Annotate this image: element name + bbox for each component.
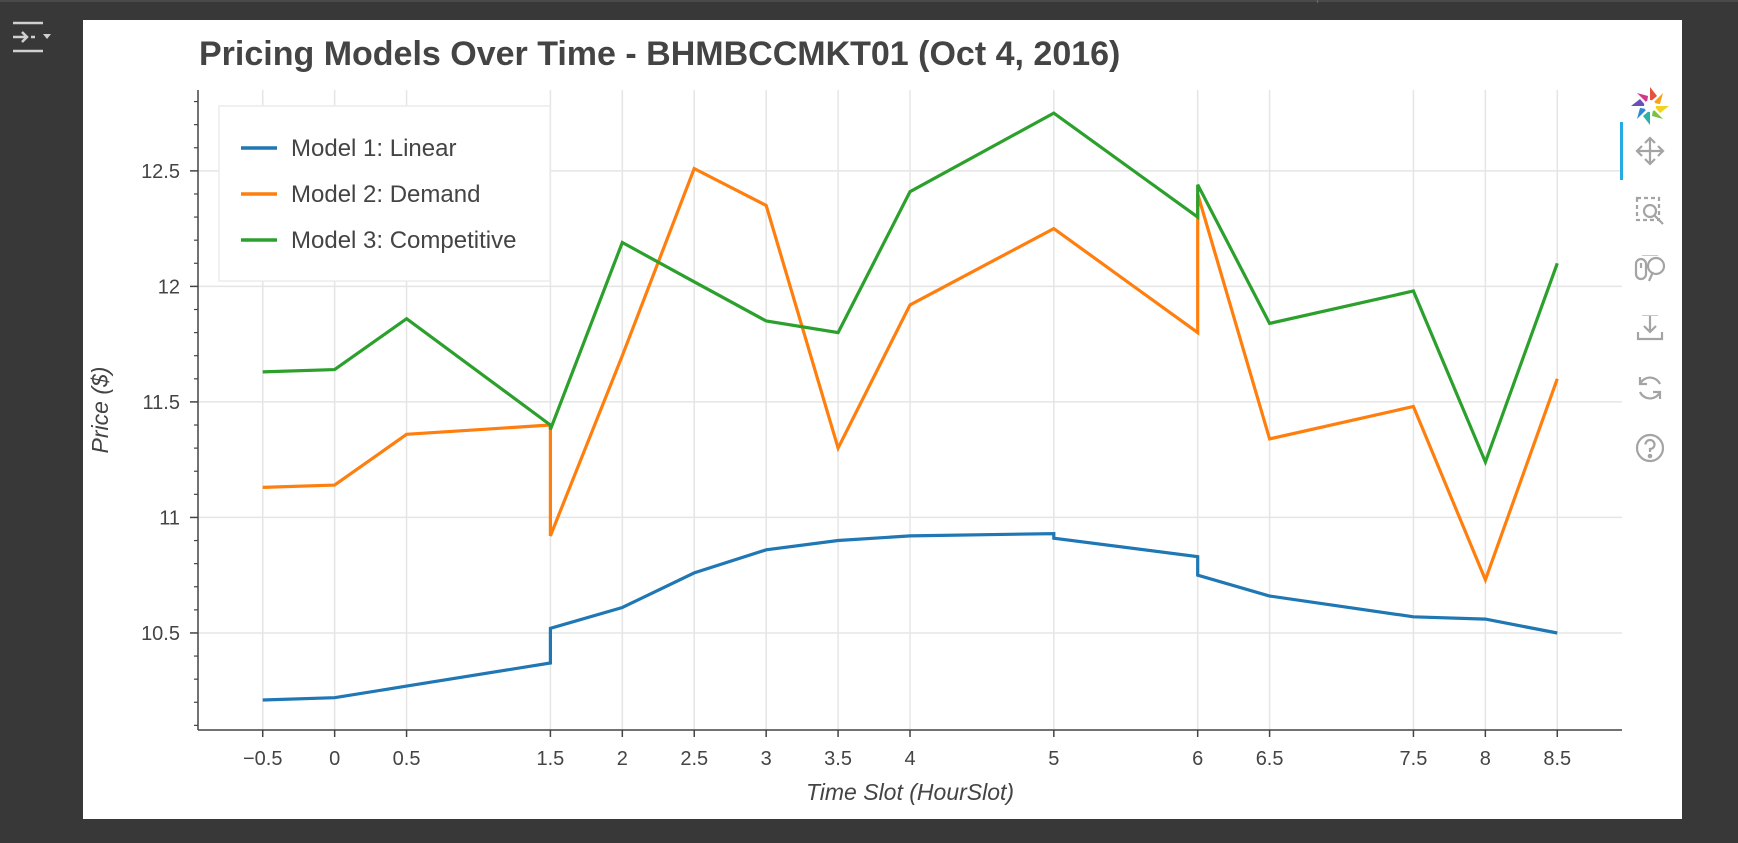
x-tick-label: 5 [1048, 748, 1059, 770]
x-tick-label: 4 [904, 748, 915, 770]
x-tick-label: −0.5 [243, 748, 282, 770]
series-line-linear[interactable] [262, 531, 1558, 702]
x-tick-label: 6 [1192, 748, 1203, 770]
y-tick-label: 12.5 [141, 161, 180, 183]
x-tick-label: 3 [761, 748, 772, 770]
x-tick-label: 2.5 [680, 748, 708, 770]
save-icon[interactable] [1622, 304, 1678, 352]
chart-toolbar [1620, 82, 1680, 502]
toolbar-separator [1642, 255, 1658, 256]
x-tick-label: 0 [329, 748, 340, 770]
collapse-panel-icon[interactable] [10, 20, 54, 54]
line-chart[interactable]: Pricing Models Over Time - BHMBCCMKT01 (… [83, 20, 1682, 819]
x-tick-label: 3.5 [824, 748, 852, 770]
series-line-demand[interactable] [262, 166, 1559, 585]
legend-item-linear[interactable]: Model 1: Linear [291, 135, 456, 162]
y-tick-label: 11 [159, 507, 180, 529]
x-tick-label: 8 [1480, 748, 1491, 770]
chart-title: Pricing Models Over Time - BHMBCCMKT01 (… [199, 35, 1120, 73]
x-tick-label: 7.5 [1400, 748, 1428, 770]
chart-card: Pricing Models Over Time - BHMBCCMKT01 (… [83, 20, 1682, 819]
box-zoom-icon[interactable] [1622, 187, 1678, 235]
y-tick-label: 11.5 [143, 392, 180, 414]
y-axis-title: Price ($) [87, 367, 113, 454]
legend-item-competitive[interactable]: Model 3: Competitive [291, 227, 516, 254]
x-tick-label: 6.5 [1256, 748, 1284, 770]
legend-item-demand[interactable]: Model 2: Demand [291, 181, 480, 208]
x-tick-label: 2 [617, 748, 628, 770]
x-axis-title: Time Slot (HourSlot) [806, 779, 1014, 805]
axes: −0.5 0 0.5 1.5 2 2.5 3 3.5 4 5 6 6.5 7.5 8 8.5 10.5 11 11… [141, 90, 1622, 770]
legend: Model 1: Linear Model 2: Demand Model 3: C… [218, 105, 551, 282]
x-tick-label: 1.5 [536, 748, 564, 770]
help-icon[interactable] [1622, 424, 1678, 472]
wheel-zoom-icon[interactable] [1622, 245, 1678, 293]
bokeh-logo-icon[interactable] [1622, 82, 1678, 130]
x-tick-label: 0.5 [393, 748, 421, 770]
toolbar-separator [1642, 315, 1658, 316]
y-tick-label: 12 [158, 276, 180, 298]
reset-icon[interactable] [1622, 364, 1678, 412]
pan-icon[interactable] [1622, 127, 1678, 175]
window-top-divider [1317, 0, 1318, 3]
x-tick-label: 8.5 [1543, 748, 1571, 770]
y-tick-label: 10.5 [141, 623, 180, 645]
series-line-competitive[interactable] [262, 111, 1559, 467]
series-lines [262, 111, 1559, 702]
window-top-border [0, 0, 1738, 2]
active-tool-indicator [1620, 122, 1623, 180]
